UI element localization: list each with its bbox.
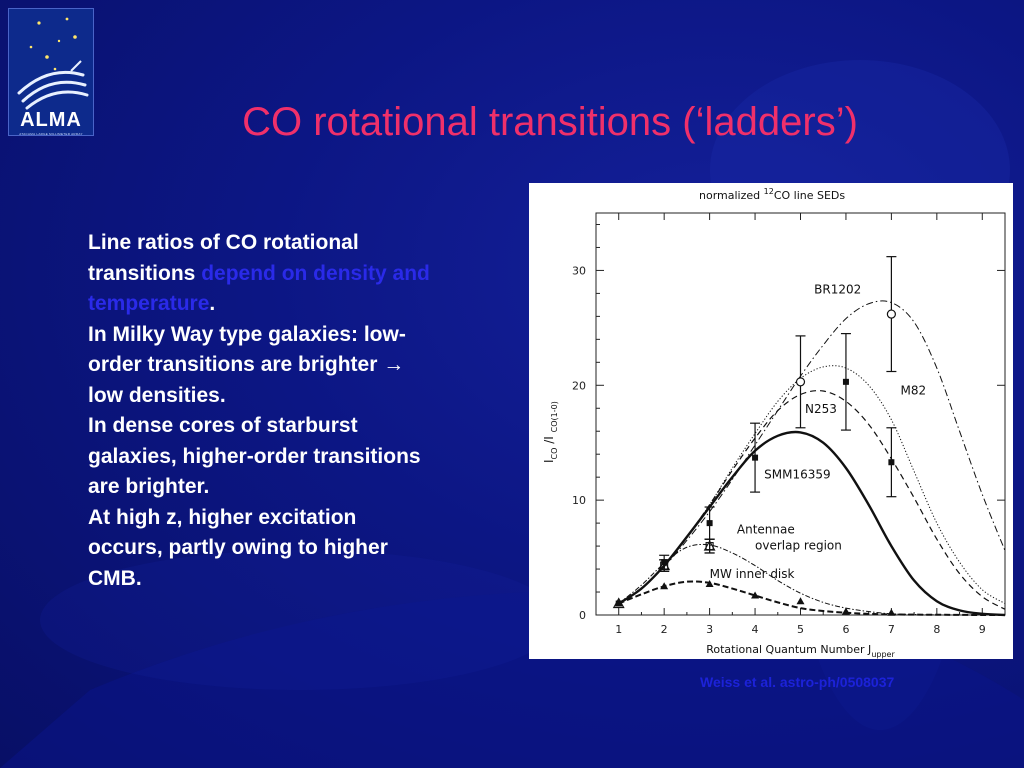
body-paragraph-1: Line ratios of CO rotational transitions… [88,228,433,320]
data-point-mw-inner-disk [887,608,896,616]
body-paragraph-2: In Milky Way type galaxies: low-order tr… [88,322,406,407]
co-sed-chart: normalized 12CO line SEDs 1 2 3 4 5 6 7 8 901020… [542,187,1006,659]
data-point-m82 [842,378,849,385]
x-tick-label: 8 [933,623,940,636]
y-tick-label: 20 [572,379,586,392]
x-axis-label: Rotational Quantum Number Jupper [706,643,895,659]
series-line-smm16359 [618,430,1006,617]
data-point-br1202 [795,377,806,387]
body-highlight: depend on density and temperature [88,261,430,316]
data-point-mw-inner-disk [614,599,623,607]
data-point-mw-inner-disk [841,607,850,615]
slide-title: CO rotational transitions (‘ladders’) [242,100,858,144]
chart-title-rest: CO line SEDs [774,189,846,202]
x-tick-label: 2 [661,623,668,636]
logo-subtitle: ATACAMA LARGE MILLIMETER ARRAY [19,132,83,136]
y-tick-label: 10 [572,494,586,507]
body-paragraph-1-tail: . [209,292,216,315]
curve-label: N253 [805,402,837,416]
y-axis-label: ICO /I CO(1-0) [542,401,559,463]
x-tick-label: 4 [752,623,759,636]
x-tick-label: 1 [615,623,622,636]
y-tick-label: 0 [579,609,586,622]
y-label-s1: CO [550,448,559,460]
curve-label: MW inner disk [710,567,795,581]
chart-figure: normalized 12CO line SEDs 1 2 3 4 5 6 7 8 9 0 10 20… [529,183,1013,659]
chart-title-sup: 12 [764,187,774,196]
data-point-mw-inner-disk [705,579,714,587]
y-label-i1: I [542,459,556,463]
data-point-mw-inner-disk [751,591,760,599]
x-axis-label-main: Rotational Quantum Number J [706,643,871,656]
data-point-m82 [752,454,759,461]
chart-title: normalized 12CO line SEDs [699,187,845,202]
alma-logo: ALMA ATACAMA LARGE MILLIMETER ARRAY [8,8,94,136]
series-line-br1202 [618,300,1006,604]
body-paragraph-4: At high z, higher excitation occurs, par… [88,505,388,590]
body-text: Line ratios of CO rotational transitions… [88,228,433,594]
curve-label: M82 [900,383,926,397]
series-line-n253 [618,390,1006,610]
logo-wordmark: ALMA [20,109,82,131]
citation: Weiss et al. astro-ph/0508037 [700,674,895,690]
x-tick-label: 3 [706,623,713,636]
chart-title-main: normalized [699,189,764,202]
x-tick-label: 5 [797,623,804,636]
data-point-mw-inner-disk [796,597,805,605]
x-tick-label: 9 [979,623,986,636]
body-paragraph-3: In dense cores of starburst galaxies, hi… [88,414,421,498]
data-point-br1202 [886,309,896,319]
x-axis-label-sub: upper [871,650,895,659]
curve-label: BR1202 [814,282,861,296]
x-tick-label: 6 [842,623,849,636]
body-paragraph-1-text: Line ratios of CO rotational transitions [88,231,359,285]
curve-label: overlap region [755,539,842,553]
y-label-s2: CO(1-0) [550,401,559,432]
alma-logo-graphic [17,17,89,110]
data-point-mw-inner-disk [660,582,669,590]
x-tick-label: 7 [888,623,895,636]
data-point-antennae-overlap-region [658,559,671,571]
data-point-m82 [706,520,713,527]
y-tick-label: 30 [572,264,586,277]
curve-label: SMM16359 [764,467,831,481]
curve-label: Antennae [737,522,795,536]
series-line-mw-inner-disk [618,580,1006,617]
data-point-antennae-overlap-region [703,539,716,551]
y-label-sep: /I [542,432,556,447]
data-point-antennae-overlap-region [612,597,625,609]
data-point-m82 [888,459,895,466]
